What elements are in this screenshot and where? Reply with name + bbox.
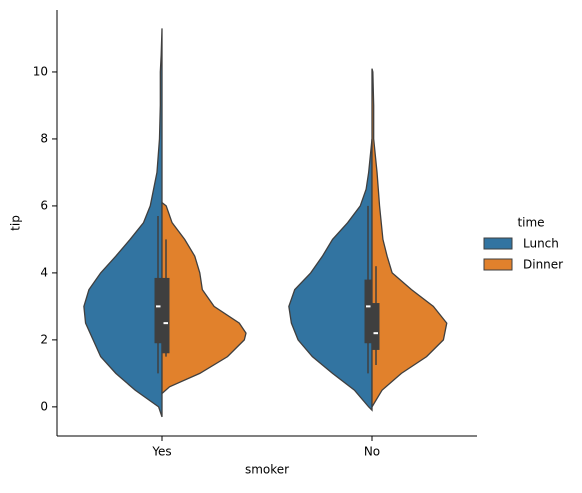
y-tick-label: 6 (40, 198, 48, 212)
box (372, 303, 380, 350)
legend-label: Dinner (523, 258, 563, 272)
y-tick-label: 8 (40, 131, 48, 145)
box (364, 279, 372, 344)
y-axis-label: tip (9, 215, 23, 231)
y-tick-label: 10 (33, 64, 48, 78)
x-tick-label: No (364, 445, 380, 459)
box (154, 277, 162, 344)
violin-half (83, 28, 163, 418)
violin-half (161, 201, 247, 395)
y-tick-label: 2 (40, 332, 48, 346)
violin-half (371, 68, 448, 410)
legend-swatch (483, 237, 513, 250)
violin-half (288, 138, 373, 412)
legend-label: Lunch (523, 237, 559, 251)
x-tick-label: Yes (151, 445, 171, 459)
x-axis-label: smoker (245, 463, 289, 477)
legend-title: time (517, 216, 544, 230)
legend-swatch (483, 258, 513, 271)
y-tick-label: 4 (40, 265, 48, 279)
box (162, 277, 170, 354)
y-tick-label: 0 (40, 399, 48, 413)
